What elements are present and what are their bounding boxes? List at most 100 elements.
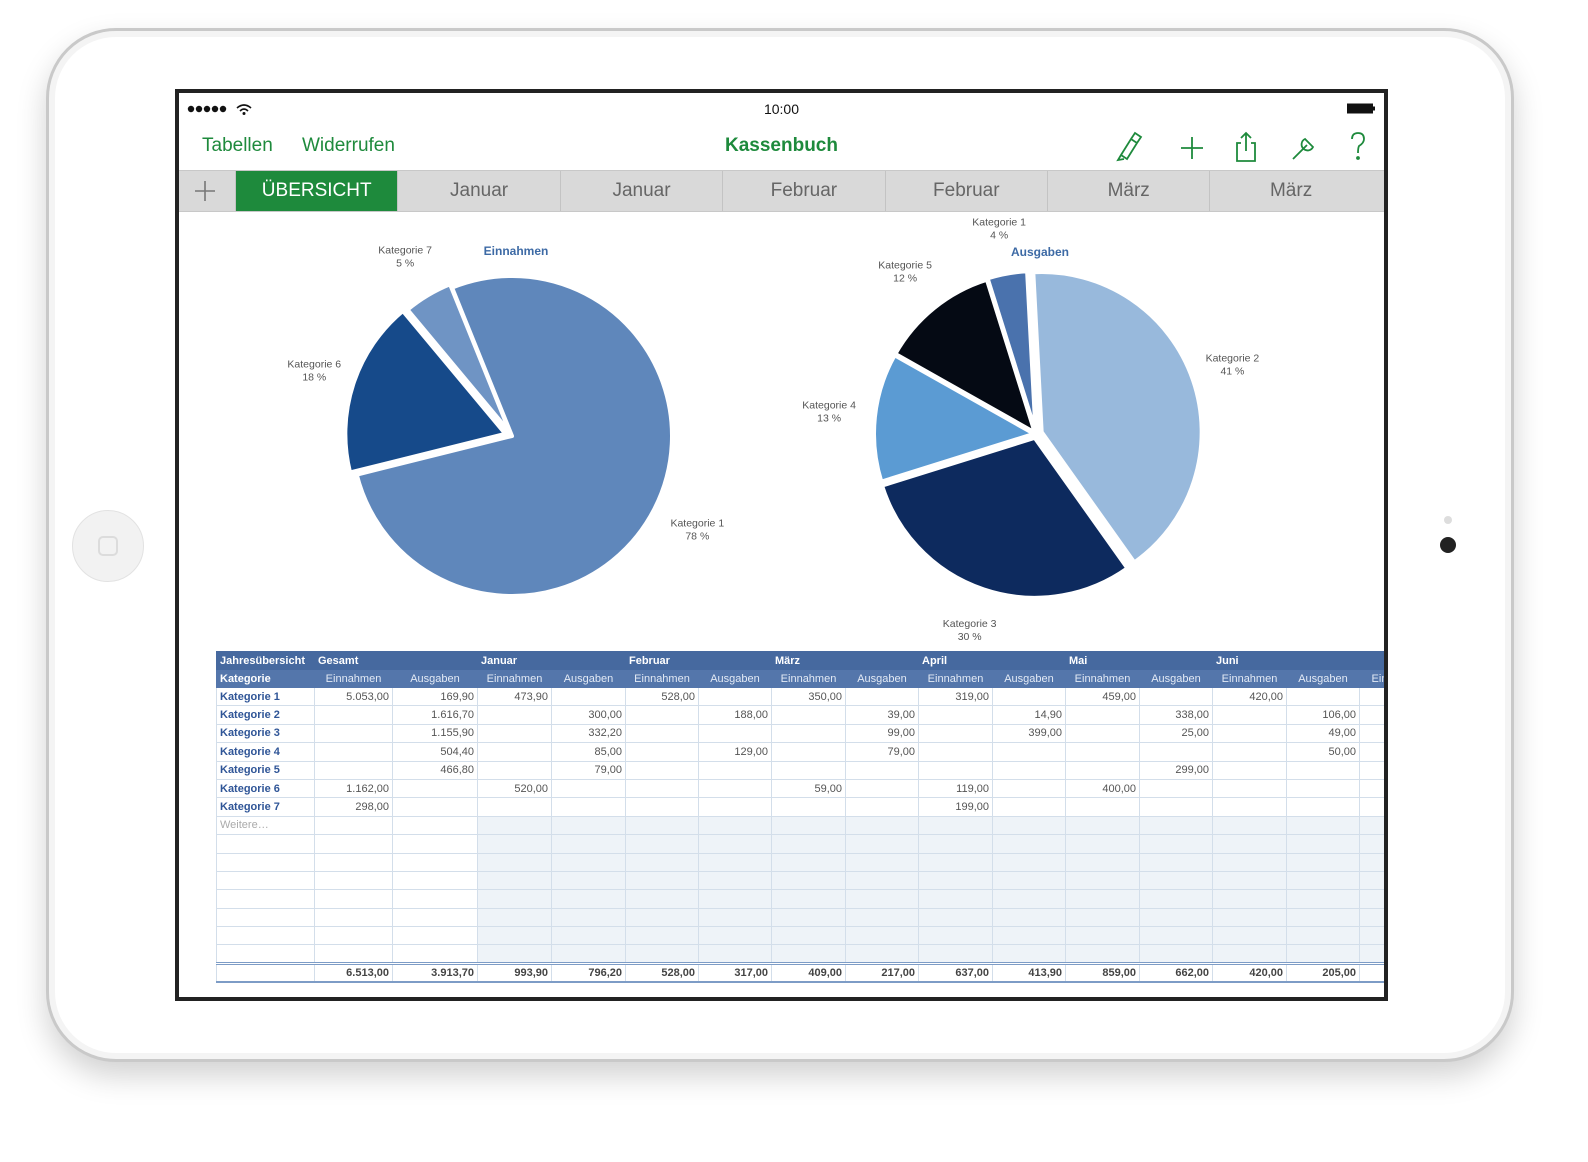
- table-cell: [918, 742, 993, 762]
- undo-button[interactable]: Widerrufen: [302, 135, 395, 156]
- table-cell: [1065, 944, 1140, 964]
- table-cell: [918, 815, 993, 836]
- table-cell: 5.053,00: [314, 686, 393, 707]
- tables-button[interactable]: Tabellen: [202, 135, 273, 156]
- pie-slice: [893, 277, 1037, 435]
- table-cell: [1212, 797, 1287, 817]
- table-cell: [992, 834, 1066, 854]
- table-cell: Kategorie: [216, 669, 315, 688]
- table-cell: [477, 834, 552, 854]
- slice-value-label: 30 %: [958, 631, 982, 643]
- table-cell: 299,00: [1139, 760, 1213, 780]
- slice-label: Kategorie 2: [1206, 353, 1260, 365]
- table-cell: [477, 705, 552, 725]
- table-cell: [845, 926, 919, 946]
- chart-title: Einnahmen: [484, 244, 549, 258]
- table-cell: 14,90: [992, 705, 1066, 725]
- table-cell: [698, 852, 772, 872]
- sheet-tab[interactable]: Januar: [559, 171, 722, 211]
- table-cell: 1.162,00: [314, 778, 393, 799]
- table-cell: [698, 834, 772, 854]
- table-cell: 188,00: [698, 705, 772, 725]
- toolbar-icons: [1116, 131, 1365, 162]
- table-cell: [392, 834, 478, 854]
- add-icon[interactable]: [1181, 137, 1203, 159]
- table-cell: [992, 686, 1066, 707]
- table-cell: [314, 815, 393, 836]
- table-cell: [771, 705, 846, 725]
- table-cell: 169,90: [392, 686, 478, 707]
- table-cell: [625, 742, 699, 762]
- slice-value-label: 4 %: [990, 229, 1008, 241]
- table-cell: Einnahmen: [314, 669, 393, 688]
- table-cell: [477, 907, 552, 928]
- format-icon[interactable]: [1116, 131, 1143, 162]
- slice-label: Kategorie 5: [878, 259, 932, 271]
- table-cell: Einnahmen: [1065, 669, 1140, 688]
- table-cell: [1139, 778, 1213, 799]
- sheet-tab[interactable]: Februar: [722, 171, 884, 211]
- table-cell: [1286, 815, 1360, 836]
- data-row: Kategorie 5 466,80 79,00 299,00: [216, 760, 1384, 780]
- table-cell: Ein: [1359, 669, 1384, 688]
- table-cell: [918, 889, 993, 909]
- table-cell: [1286, 944, 1360, 964]
- table-cell: [551, 944, 626, 964]
- data-row: Kategorie 4 504,40 85,00 129,00 79,00 50,00: [216, 742, 1384, 762]
- table-cell: [845, 870, 919, 891]
- table-cell: [698, 686, 772, 707]
- table-cell: [1139, 742, 1213, 762]
- sheet-tab[interactable]: März: [1209, 171, 1371, 211]
- table-cell: [216, 926, 315, 946]
- table-cell: Kategorie 7: [216, 797, 315, 817]
- table-cell: [698, 797, 772, 817]
- table-cell: [477, 889, 552, 909]
- table-cell: 796,20: [551, 961, 626, 983]
- table-cell: [392, 926, 478, 946]
- table-cell: [314, 852, 393, 872]
- table-cell: April: [918, 651, 993, 670]
- table-cell: [1139, 797, 1213, 817]
- table-cell: [771, 907, 846, 928]
- table-cell: Weitere…: [216, 815, 315, 836]
- tools-icon[interactable]: [1292, 137, 1315, 160]
- table-cell: 25,00: [1139, 723, 1213, 744]
- table-cell: Ausgaben: [1139, 669, 1213, 688]
- table-cell: Ausgaben: [392, 669, 478, 688]
- empty-row: [216, 834, 1384, 854]
- data-row: Kategorie 2 1.616,70 300,00 188,00 39,00 14,9…: [216, 705, 1384, 725]
- table-cell: [1359, 723, 1384, 744]
- table-cell: [771, 944, 846, 964]
- chart-title: Ausgaben: [1011, 245, 1069, 259]
- table-cell: [551, 926, 626, 946]
- table-cell: [1286, 686, 1360, 707]
- table-cell: 528,00: [625, 961, 699, 983]
- data-row: Kategorie 3 1.155,90 332,20 99,00 399,00 25,0…: [216, 723, 1384, 744]
- sheet-tab[interactable]: Februar: [884, 171, 1047, 211]
- home-button[interactable]: [72, 510, 144, 582]
- help-icon[interactable]: [1351, 132, 1365, 160]
- clock: 10:00: [763, 101, 800, 117]
- add-sheet[interactable]: [179, 171, 235, 211]
- table-cell: [845, 944, 919, 964]
- table-cell: [1359, 834, 1384, 854]
- sheet-tab[interactable]: März: [1047, 171, 1209, 211]
- table-cell: 1.616,70: [392, 705, 478, 725]
- table-cell: [698, 778, 772, 799]
- table-cell: [771, 815, 846, 836]
- table-cell: [1359, 778, 1384, 799]
- table-cell: [1139, 944, 1213, 964]
- battery: [1347, 103, 1375, 114]
- table-cell: [1286, 870, 1360, 891]
- table-cell: [845, 889, 919, 909]
- table-cell: [1212, 852, 1287, 872]
- share-icon[interactable]: [1236, 131, 1256, 162]
- table-cell: [1065, 926, 1140, 946]
- sheet-tab[interactable]: Januar: [397, 171, 559, 211]
- table-cell: [1359, 742, 1384, 762]
- table-cell: 420,00: [1212, 961, 1287, 983]
- empty-row: [216, 889, 1384, 909]
- more-row: Weitere…: [216, 815, 1384, 836]
- sheet-tab[interactable]: ÜBERSICHT: [235, 171, 398, 211]
- table-cell: [771, 797, 846, 817]
